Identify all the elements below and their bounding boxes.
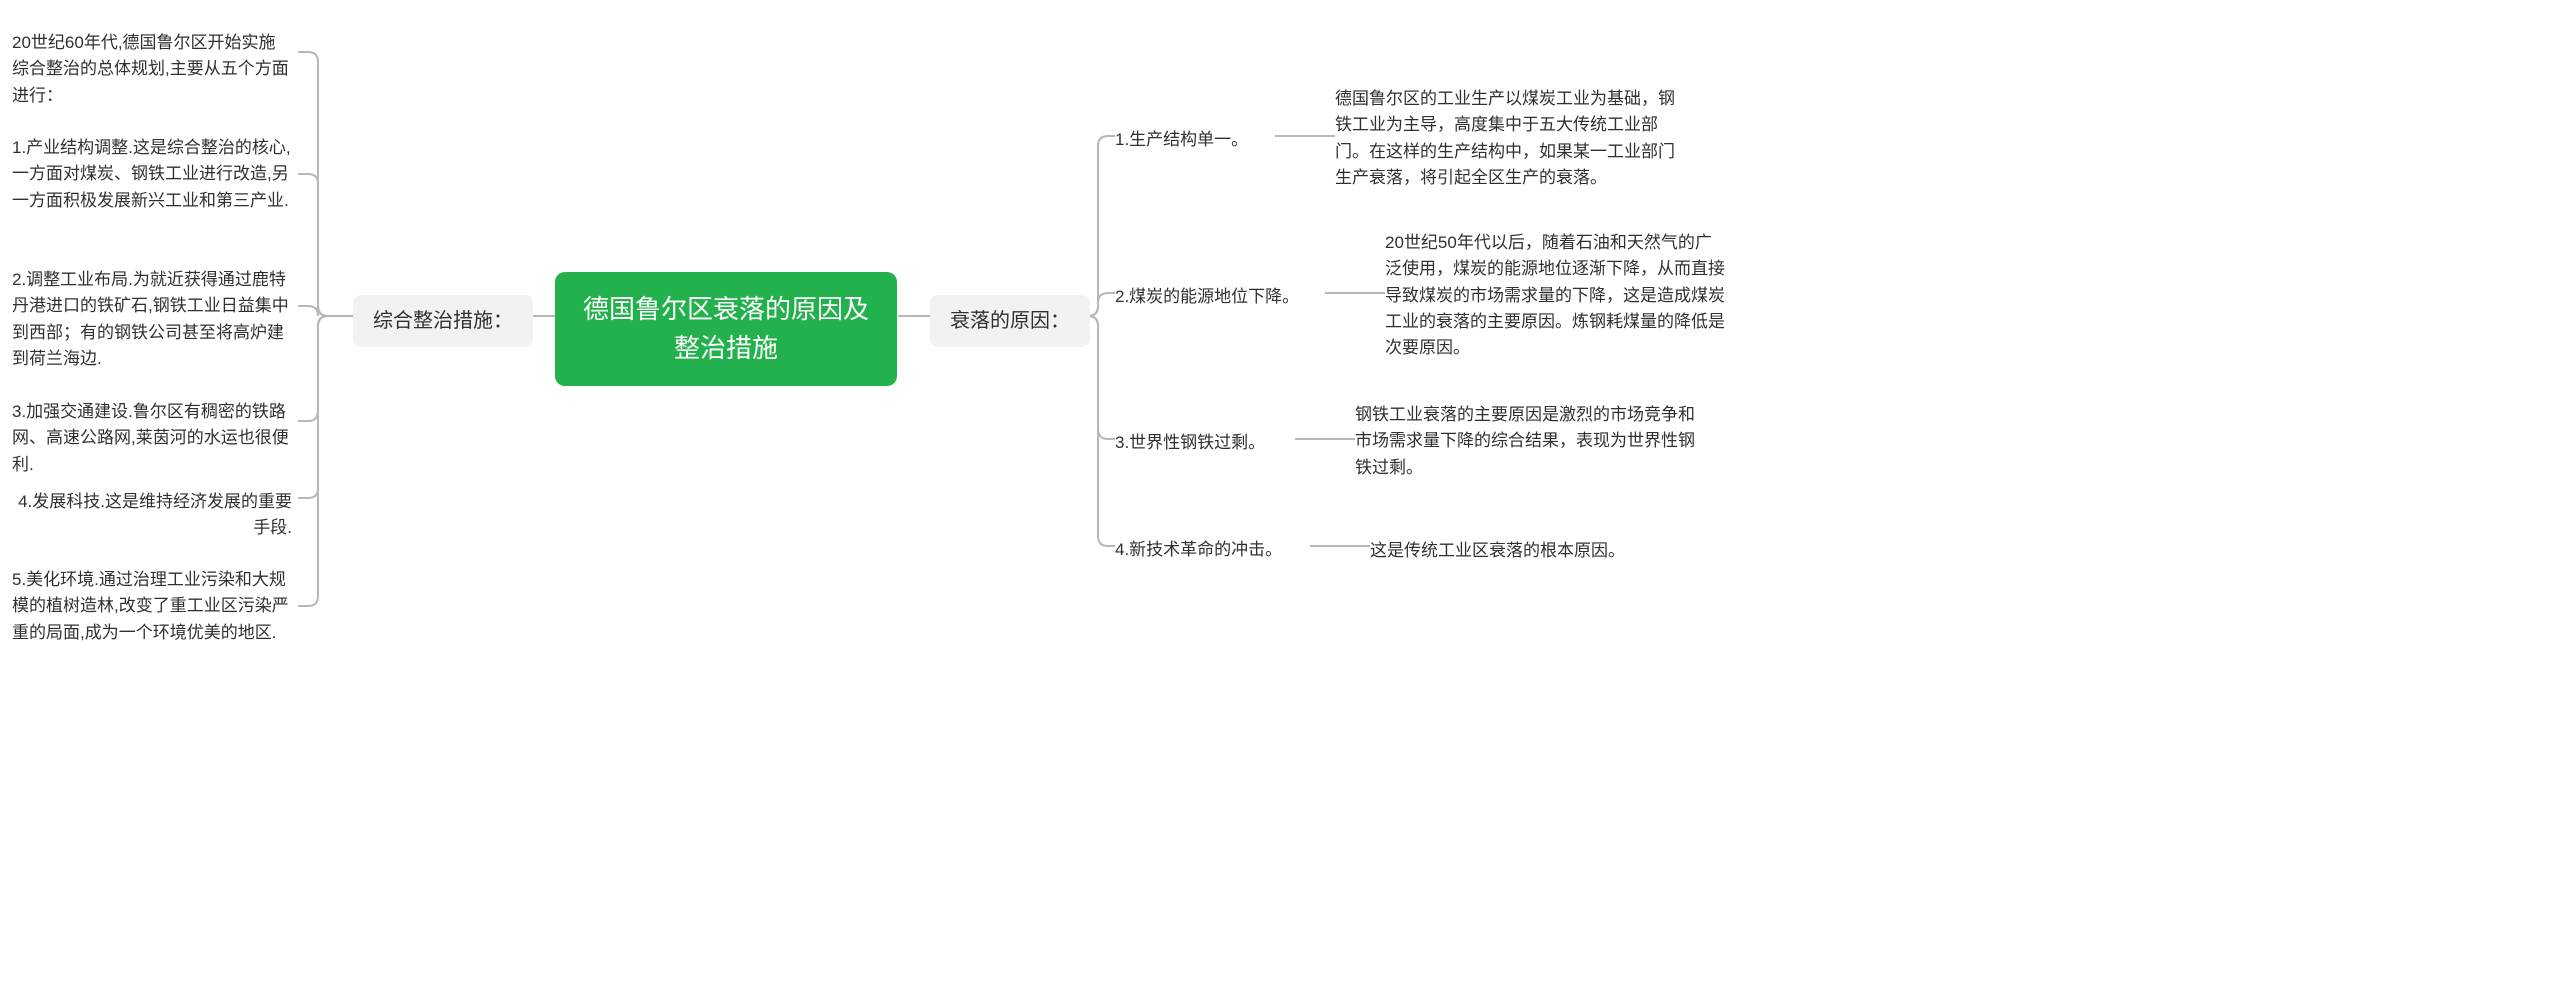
left-branch-label[interactable]: 综合整治措施：: [353, 295, 533, 347]
connectors-svg: [0, 0, 2560, 983]
left-item-4[interactable]: 4.发展科技.这是维持经济发展的重要手段.: [12, 489, 292, 542]
right-branch-label[interactable]: 衰落的原因：: [930, 295, 1090, 347]
left-item-3[interactable]: 3.加强交通建设.鲁尔区有稠密的铁路网、高速公路网,莱茵河的水运也很便利.: [12, 399, 292, 478]
left-item-1[interactable]: 1.产业结构调整.这是综合整治的核心,一方面对煤炭、钢铁工业进行改造,另一方面积…: [12, 135, 292, 214]
left-item-2[interactable]: 2.调整工业布局.为就近获得通过鹿特丹港进口的铁矿石,钢铁工业日益集中到西部；有…: [12, 267, 292, 372]
right-item-2-label[interactable]: 3.世界性钢铁过剩。: [1115, 430, 1265, 456]
right-item-3-label[interactable]: 4.新技术革命的冲击。: [1115, 537, 1282, 563]
left-item-0[interactable]: 20世纪60年代,德国鲁尔区开始实施综合整治的总体规划,主要从五个方面进行：: [12, 30, 292, 109]
mindmap-canvas: 德国鲁尔区衰落的原因及 整治措施 综合整治措施： 20世纪60年代,德国鲁尔区开…: [0, 0, 2560, 983]
right-item-1-label[interactable]: 2.煤炭的能源地位下降。: [1115, 284, 1299, 310]
right-item-2-detail[interactable]: 钢铁工业衰落的主要原因是激烈的市场竞争和市场需求量下降的综合结果，表现为世界性钢…: [1355, 402, 1695, 481]
center-line2: 整治措施: [674, 333, 778, 363]
center-line1: 德国鲁尔区衰落的原因及: [583, 294, 869, 324]
left-item-5[interactable]: 5.美化环境.通过治理工业污染和大规模的植树造林,改变了重工业区污染严重的局面,…: [12, 567, 292, 646]
right-item-0-label[interactable]: 1.生产结构单一。: [1115, 127, 1248, 153]
right-item-1-detail[interactable]: 20世纪50年代以后，随着石油和天然气的广泛使用，煤炭的能源地位逐渐下降，从而直…: [1385, 230, 1725, 362]
right-item-3-detail[interactable]: 这是传统工业区衰落的根本原因。: [1370, 538, 1710, 564]
right-item-0-detail[interactable]: 德国鲁尔区的工业生产以煤炭工业为基础，钢铁工业为主导，高度集中于五大传统工业部门…: [1335, 86, 1675, 191]
center-topic[interactable]: 德国鲁尔区衰落的原因及 整治措施: [555, 272, 897, 386]
